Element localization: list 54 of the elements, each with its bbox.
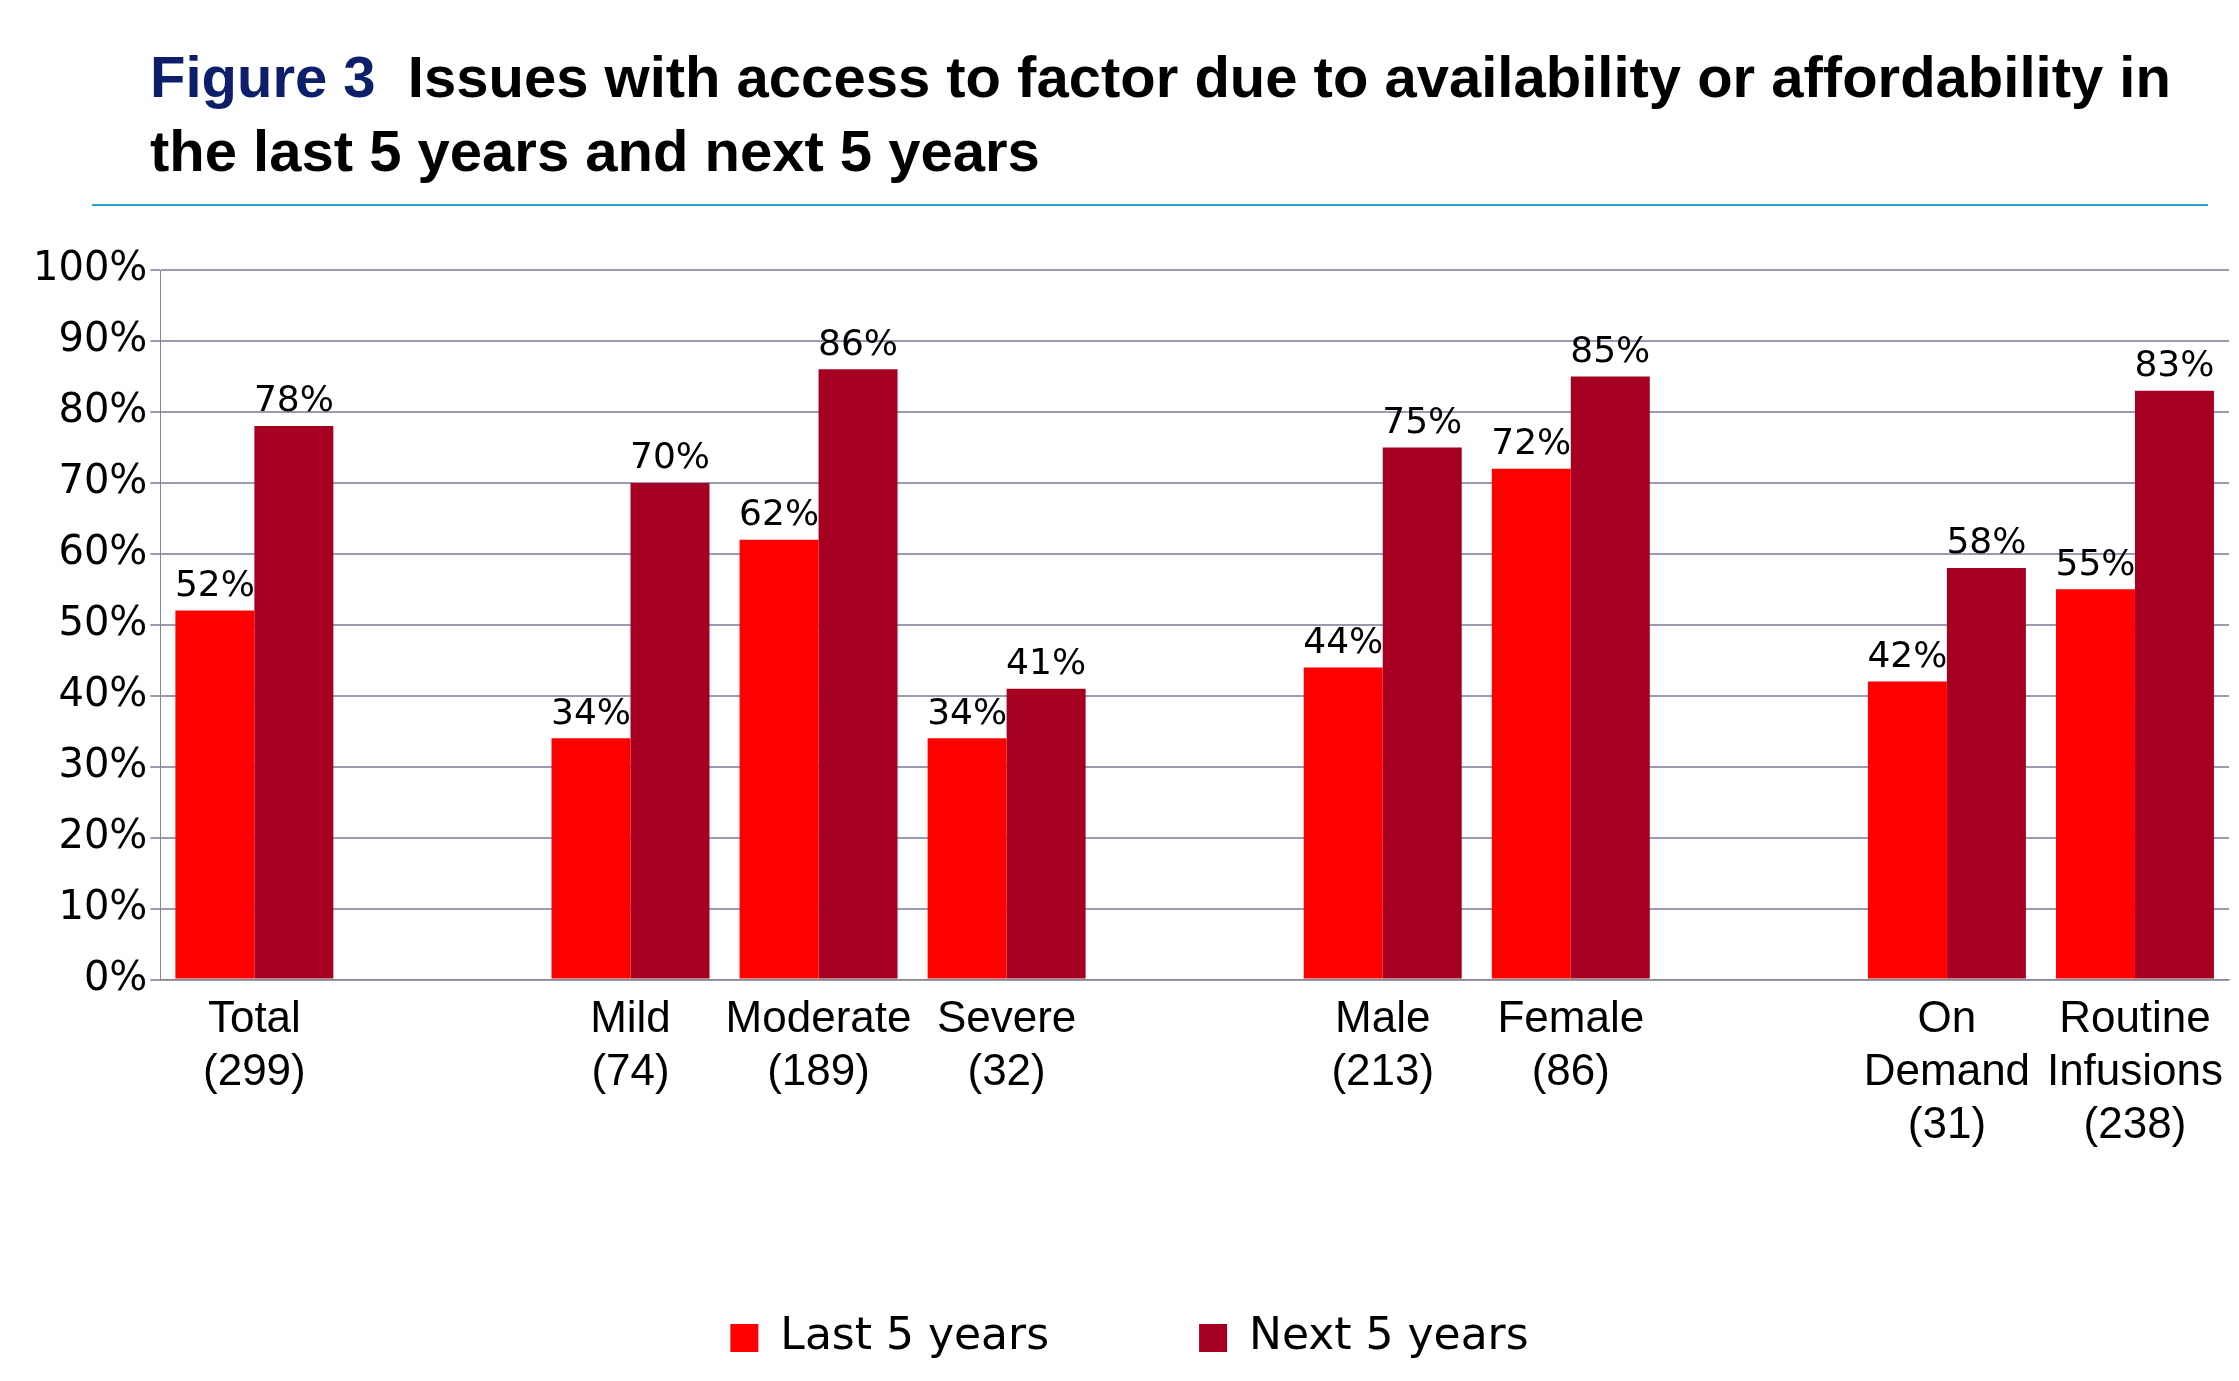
bar (1491, 468, 1571, 979)
chart-title: Figure 3 Issues with access to factor due to availability or affordability in the last 5 years and next 5 years (150, 44, 2171, 183)
bar (1303, 667, 1383, 979)
bar (927, 738, 1007, 979)
bar (2055, 589, 2135, 979)
data-label: 83% (2134, 342, 2215, 384)
legend-label: Last 5 years (780, 1308, 1050, 1360)
y-tick-label: 0% (83, 952, 148, 999)
x-tick-label: Moderate (189) (725, 992, 912, 1094)
y-tick-label: 20% (58, 811, 148, 858)
bar (630, 482, 710, 979)
data-label: 75% (1382, 399, 1463, 441)
y-tick-label: 60% (58, 527, 148, 574)
data-label: 42% (1867, 633, 1948, 675)
data-label: 58% (1946, 520, 2027, 562)
y-tick-label: 40% (58, 669, 148, 716)
y-tick-label: 90% (58, 314, 148, 361)
data-label: 34% (551, 690, 632, 732)
legend-label: Next 5 years (1249, 1308, 1529, 1360)
bar (1867, 681, 1947, 979)
bar (254, 426, 334, 979)
y-tick-label: 30% (58, 740, 148, 787)
x-tick-label: Mild (74) (590, 992, 671, 1094)
bar (1946, 568, 2026, 979)
x-tick-label: On Demand (31) (1863, 992, 2031, 1147)
bar (2134, 390, 2214, 979)
y-tick-label: 70% (58, 456, 148, 503)
data-label: 72% (1491, 421, 1572, 463)
bar (551, 738, 631, 979)
data-label: 52% (174, 562, 255, 604)
y-tick-label: 100% (33, 243, 148, 290)
y-tick-label: 10% (58, 882, 148, 929)
data-label: 86% (818, 321, 899, 363)
bar (1382, 447, 1462, 979)
x-tick-label: Male (213) (1331, 992, 1435, 1094)
bar (739, 539, 819, 979)
x-tick-label: Routine Infusions (238) (2046, 992, 2224, 1147)
x-tick-label: Severe (32) (936, 992, 1077, 1094)
y-tick-label: 80% (58, 385, 148, 432)
bar (1570, 376, 1650, 979)
data-label: 62% (739, 492, 820, 534)
x-tick-label: Female (86) (1497, 992, 1645, 1094)
data-label: 78% (253, 378, 334, 420)
data-label: 70% (629, 435, 710, 477)
bar (818, 369, 898, 979)
data-label: 44% (1303, 619, 1384, 661)
data-label: 34% (927, 690, 1008, 732)
x-tick-label: Total (299) (203, 992, 306, 1094)
bar (1006, 688, 1086, 979)
bar (175, 610, 255, 979)
y-tick-label: 50% (58, 598, 148, 645)
data-label: 85% (1570, 328, 1651, 370)
data-label: 55% (2055, 541, 2136, 583)
data-label: 41% (1006, 641, 1087, 683)
